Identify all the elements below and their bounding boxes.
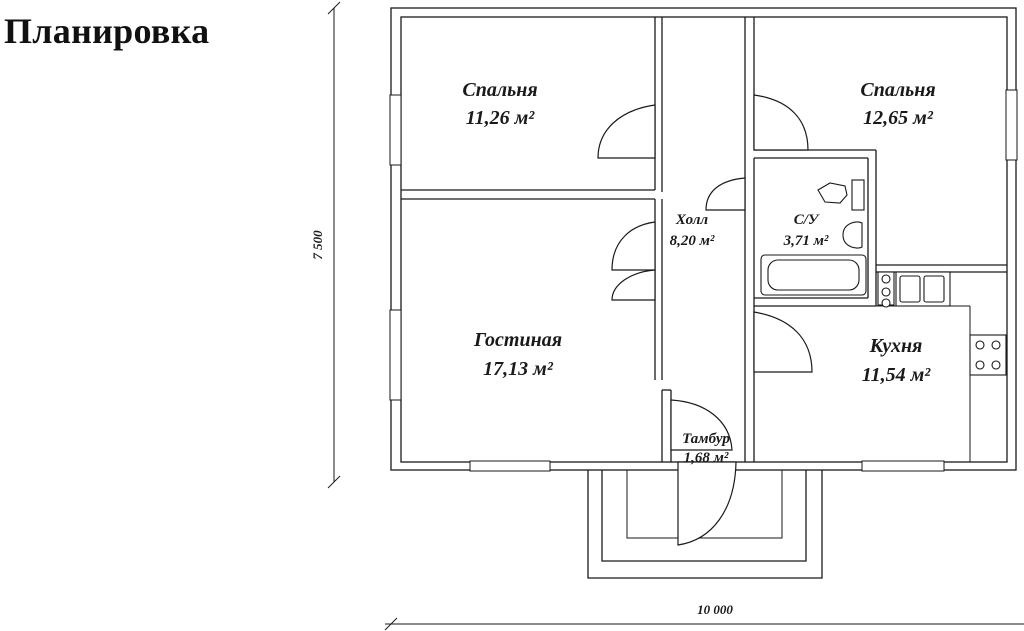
room-vestibule-name: Тамбур xyxy=(682,431,730,447)
kitchen-fixtures xyxy=(877,271,1007,376)
room-kitchen-area: 11,54 м² xyxy=(862,364,932,386)
room-labels: Спальня 11,26 м² Спальня 12,65 м² Холл 8… xyxy=(462,79,935,466)
room-living-name: Гостиная xyxy=(473,329,562,351)
room-bedroom2-area: 12,65 м² xyxy=(863,107,934,129)
toilet xyxy=(817,182,848,204)
door-bedroom1 xyxy=(597,104,656,159)
door-vestibule xyxy=(670,399,733,451)
page-title: Планировка xyxy=(4,11,210,51)
windows xyxy=(389,89,1018,472)
doors xyxy=(597,94,813,451)
dimension-lines: 7 500 10 000 xyxy=(310,1,1024,631)
width-dimension: 10 000 xyxy=(697,602,733,617)
door-living xyxy=(611,221,656,271)
door-kitchen xyxy=(753,311,813,373)
room-hall-name: Холл xyxy=(675,212,709,228)
sink xyxy=(842,221,863,249)
room-bedroom1-name: Спальня xyxy=(462,79,537,101)
room-kitchen-name: Кухня xyxy=(869,335,923,357)
window-bedroom-left xyxy=(389,94,402,166)
height-dimension: 7 500 xyxy=(310,230,325,260)
door-bathroom xyxy=(705,177,746,211)
stove xyxy=(969,334,1007,376)
room-bathroom-name: С/У xyxy=(794,212,820,228)
room-bedroom2-name: Спальня xyxy=(860,79,935,101)
room-hall-area: 8,20 м² xyxy=(670,233,715,249)
room-living-area: 17,13 м² xyxy=(483,358,554,380)
bathroom-fixtures xyxy=(760,179,867,296)
room-vestibule-area: 1,68 м² xyxy=(684,450,729,466)
window-bedroom-right xyxy=(1005,89,1018,161)
door-entrance xyxy=(677,461,737,546)
room-bedroom1-area: 11,26 м² xyxy=(466,107,536,129)
window-kitchen-bottom xyxy=(861,460,945,472)
door-living-2 xyxy=(611,269,656,301)
door-bedroom2 xyxy=(753,94,809,151)
window-living-left xyxy=(389,309,402,401)
room-bathroom-area: 3,71 м² xyxy=(783,233,829,249)
porch xyxy=(587,461,823,579)
window-living-bottom xyxy=(469,460,551,472)
